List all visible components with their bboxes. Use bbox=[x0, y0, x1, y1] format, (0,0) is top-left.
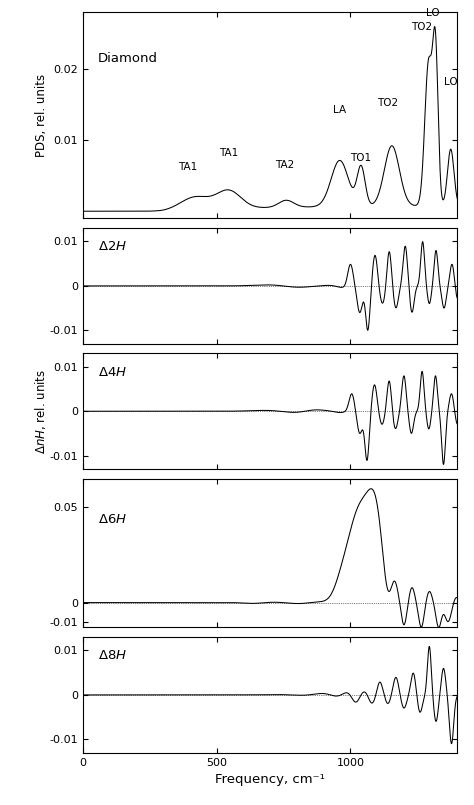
Text: TO2: TO2 bbox=[411, 22, 433, 32]
Text: $\Delta 2H$: $\Delta 2H$ bbox=[98, 241, 127, 254]
Text: TA1: TA1 bbox=[178, 162, 197, 172]
Text: $\Delta 6H$: $\Delta 6H$ bbox=[98, 513, 127, 526]
Y-axis label: $\Delta nH$, rel. units: $\Delta nH$, rel. units bbox=[33, 369, 48, 454]
X-axis label: Frequency, cm⁻¹: Frequency, cm⁻¹ bbox=[215, 773, 325, 786]
Text: LA: LA bbox=[333, 105, 346, 115]
Text: LO: LO bbox=[444, 76, 457, 87]
Text: TA1: TA1 bbox=[219, 148, 238, 158]
Y-axis label: PDS, rel. units: PDS, rel. units bbox=[35, 73, 48, 157]
Text: TO1: TO1 bbox=[351, 153, 372, 163]
Text: Diamond: Diamond bbox=[98, 52, 158, 65]
Text: TO2: TO2 bbox=[377, 98, 399, 108]
Text: $\Delta 8H$: $\Delta 8H$ bbox=[98, 650, 127, 663]
Text: LO: LO bbox=[426, 8, 439, 18]
Text: $\Delta 4H$: $\Delta 4H$ bbox=[98, 365, 127, 378]
Text: TA2: TA2 bbox=[275, 160, 294, 170]
